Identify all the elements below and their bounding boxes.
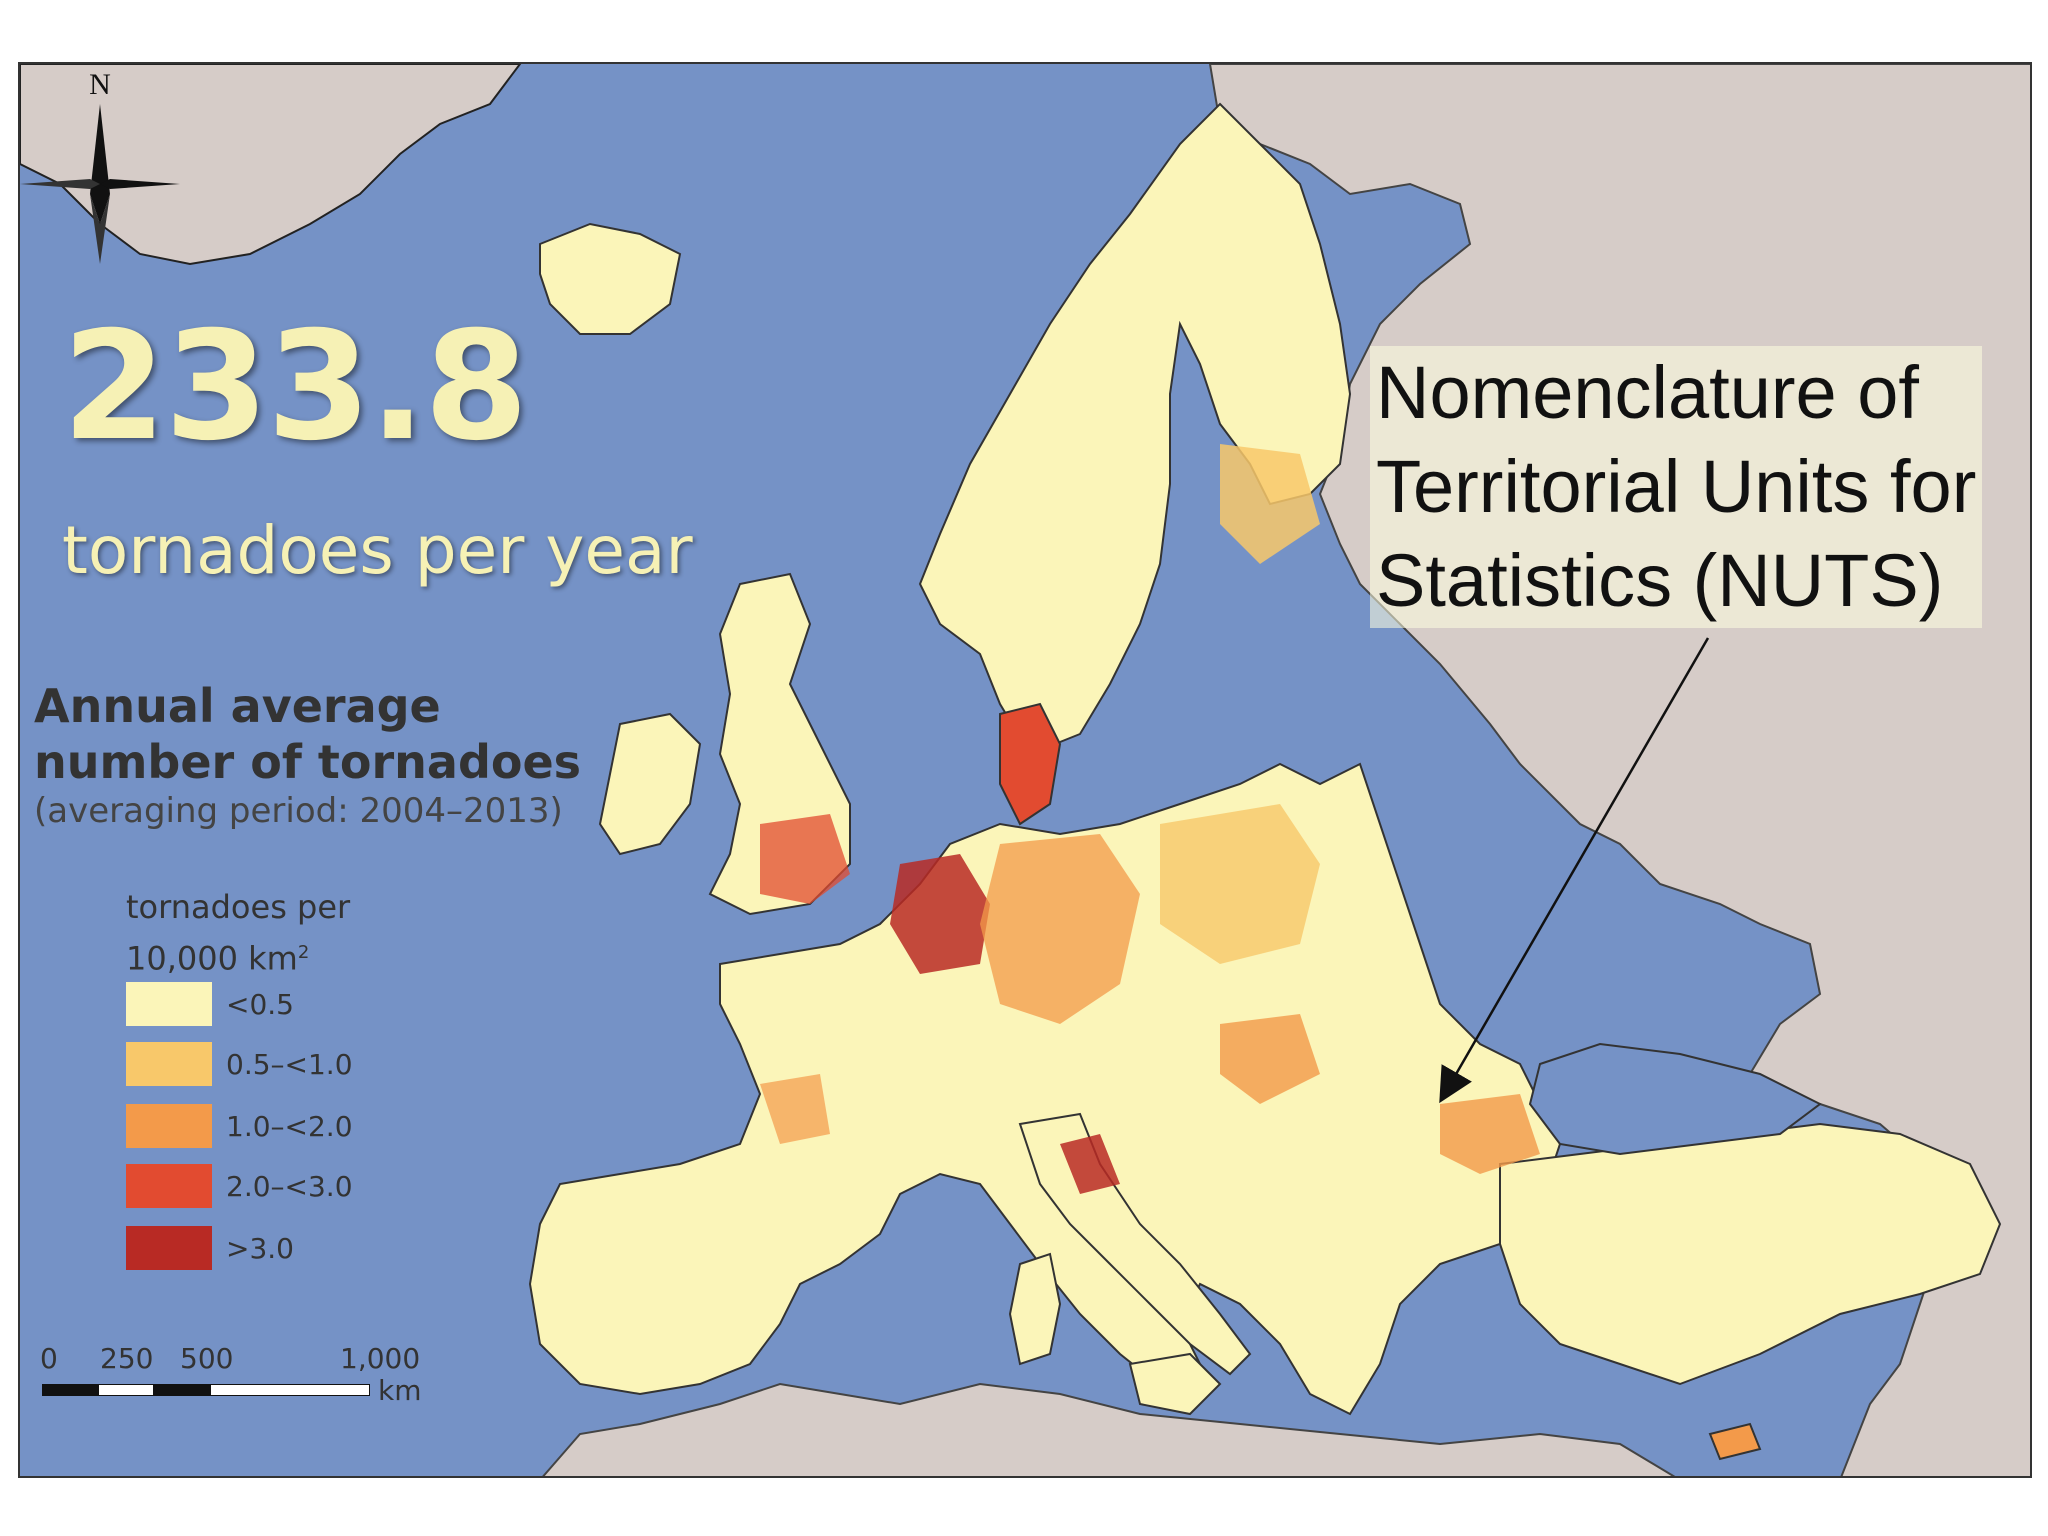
legend-unit-line1: tornadoes per bbox=[126, 888, 351, 926]
legend-unit: tornadoes per 10,000 km2 bbox=[126, 884, 350, 982]
legend-swatch bbox=[126, 1104, 212, 1148]
finland-hotspot bbox=[1220, 444, 1320, 564]
headline-subtitle: tornadoes per year bbox=[62, 512, 693, 589]
cyprus-land bbox=[1708, 1422, 1762, 1461]
legend-swatch bbox=[126, 1042, 212, 1086]
france-hotspot bbox=[760, 1074, 830, 1144]
sicily-land bbox=[1128, 1352, 1222, 1416]
scale-bar: 0 250 500 1,000 km bbox=[40, 1342, 422, 1412]
legend-title: Annual average number of tornadoes bbox=[34, 678, 581, 790]
legend-label: <0.5 bbox=[226, 987, 294, 1021]
north-africa-land bbox=[542, 1382, 1676, 1476]
legend-label: 1.0–<2.0 bbox=[226, 1109, 353, 1143]
north-arrow-icon: N bbox=[20, 68, 180, 264]
scale-tick-500: 500 bbox=[180, 1342, 234, 1375]
corsica-sardinia-land bbox=[1008, 1252, 1062, 1366]
legend-label: >3.0 bbox=[226, 1231, 294, 1265]
denmark-land bbox=[999, 702, 1062, 826]
scandinavia-land bbox=[918, 102, 1352, 756]
iceland-land bbox=[539, 222, 682, 335]
legend-label: 0.5–<1.0 bbox=[226, 1047, 353, 1081]
scale-unit: km bbox=[378, 1374, 422, 1407]
scale-tick-1000: 1,000 bbox=[340, 1342, 421, 1375]
ireland-land bbox=[598, 712, 702, 856]
scale-segment-4 bbox=[210, 1384, 370, 1396]
black-sea bbox=[1528, 1042, 1822, 1156]
headline-number: 233.8 bbox=[62, 300, 528, 474]
legend-unit-superscript: 2 bbox=[297, 942, 310, 963]
legend-item: 1.0–<2.0 bbox=[126, 1102, 353, 1150]
legend-swatch bbox=[126, 1226, 212, 1270]
compass-north-label: N bbox=[89, 68, 111, 101]
scale-segment-1 bbox=[42, 1384, 98, 1396]
legend-item: <0.5 bbox=[126, 980, 294, 1028]
germany-hotspot bbox=[980, 834, 1140, 1024]
nuts-annotation: Nomenclature of Territorial Units for St… bbox=[1370, 346, 1983, 628]
hungary-hotspot bbox=[1220, 1014, 1320, 1104]
legend-label: 2.0–<3.0 bbox=[226, 1169, 353, 1203]
legend-unit-line2: 10,000 km2 bbox=[126, 930, 350, 982]
legend-period: (averaging period: 2004–2013) bbox=[34, 791, 563, 831]
england-hotspot bbox=[760, 814, 850, 904]
legend-swatch bbox=[126, 1164, 212, 1208]
legend-title-line2: number of tornadoes bbox=[34, 735, 582, 789]
scale-tick-250: 250 bbox=[100, 1342, 154, 1375]
scale-tick-0: 0 bbox=[40, 1342, 58, 1375]
legend-item: 2.0–<3.0 bbox=[126, 1162, 353, 1210]
nuts-annotation-line3: Statistics (NUTS) bbox=[1376, 539, 1944, 622]
poland-hotspot bbox=[1160, 804, 1320, 964]
greenland-land bbox=[20, 64, 522, 266]
romania-hotspot bbox=[1440, 1094, 1540, 1174]
legend-title-line1: Annual average bbox=[34, 679, 441, 733]
legend-swatch bbox=[126, 982, 212, 1026]
annotation-arrow bbox=[1439, 637, 1710, 1104]
nuts-annotation-line2: Territorial Units for bbox=[1376, 445, 1977, 528]
scale-segment-2 bbox=[98, 1384, 154, 1396]
legend-unit-text: 10,000 km bbox=[126, 939, 298, 978]
scale-segment-3 bbox=[154, 1384, 210, 1396]
legend-item: 0.5–<1.0 bbox=[126, 1040, 353, 1088]
nuts-annotation-line1: Nomenclature of bbox=[1376, 351, 1919, 434]
italy-hotspot bbox=[1060, 1134, 1120, 1194]
benelux-hotspot bbox=[890, 854, 990, 974]
legend-item: >3.0 bbox=[126, 1224, 294, 1272]
